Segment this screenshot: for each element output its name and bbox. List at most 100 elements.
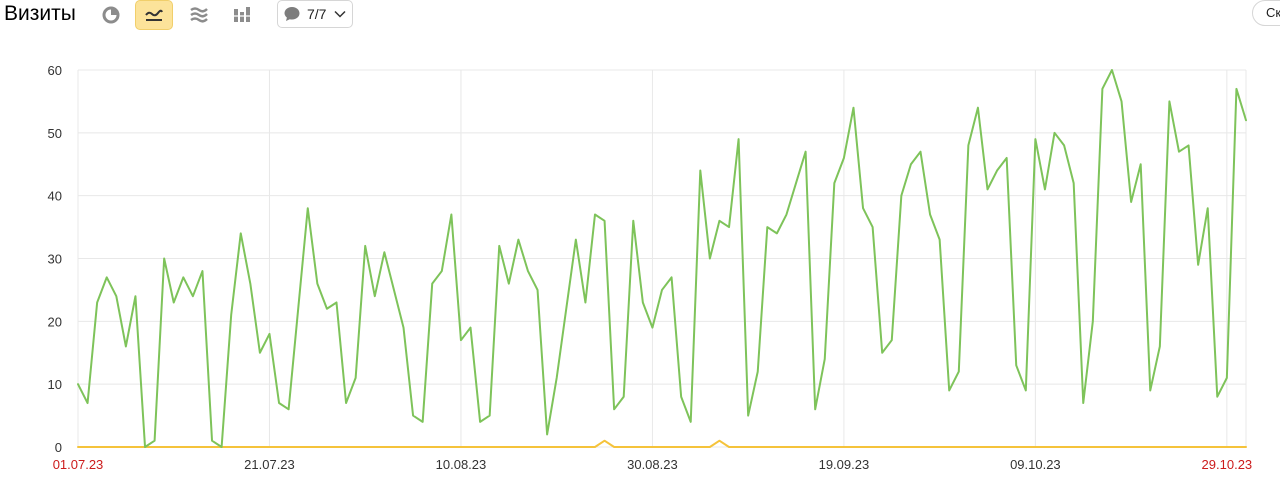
data-point[interactable] [995,168,1000,173]
data-point[interactable] [353,375,358,380]
data-point[interactable] [391,287,396,292]
data-point[interactable] [315,281,320,286]
secondary-series-line[interactable] [77,439,1247,448]
data-point[interactable] [123,344,128,349]
data-point[interactable] [985,187,990,192]
data-point[interactable] [908,162,913,167]
visits-series-line[interactable] [77,69,1247,448]
data-point[interactable] [822,357,827,362]
data-point[interactable] [104,275,109,280]
data-point[interactable] [420,419,425,424]
data-point[interactable] [1196,262,1201,267]
data-point[interactable] [784,212,789,217]
data-point[interactable] [1042,187,1047,192]
data-point[interactable] [430,281,435,286]
data-point[interactable] [573,237,578,242]
data-point[interactable] [1148,388,1153,393]
data-point[interactable] [267,331,272,336]
data-point[interactable] [774,231,779,236]
data-point[interactable] [1090,319,1095,324]
data-point[interactable] [286,407,291,412]
data-point[interactable] [861,206,866,211]
data-point[interactable] [257,350,262,355]
data-point[interactable] [1205,206,1210,211]
comments-button[interactable]: 7/7 [277,0,353,28]
data-point[interactable] [612,407,617,412]
data-point[interactable] [497,243,502,248]
data-point[interactable] [1119,99,1124,104]
data-point[interactable] [621,394,626,399]
data-point[interactable] [1023,388,1028,393]
data-point[interactable] [707,256,712,261]
data-point[interactable] [794,181,799,186]
data-point[interactable] [583,300,588,305]
data-point[interactable] [1244,118,1249,123]
bar-chart-button[interactable] [223,0,261,30]
data-point[interactable] [114,294,119,299]
data-point[interactable] [870,225,875,230]
data-point[interactable] [152,438,157,443]
data-point[interactable] [554,375,559,380]
data-point[interactable] [975,105,980,110]
data-point[interactable] [545,432,550,437]
data-point[interactable] [727,225,732,230]
data-point[interactable] [324,306,329,311]
data-point[interactable] [669,275,674,280]
data-point[interactable] [1052,130,1057,135]
data-point[interactable] [660,287,665,292]
data-point[interactable] [248,281,253,286]
data-point[interactable] [1100,86,1105,91]
data-point[interactable] [813,407,818,412]
data-point[interactable] [640,300,645,305]
data-point[interactable] [564,306,569,311]
data-point[interactable] [755,369,760,374]
data-point[interactable] [650,325,655,330]
right-button[interactable]: Ск [1252,0,1280,26]
data-point[interactable] [592,212,597,217]
data-point[interactable] [143,445,148,450]
data-point[interactable] [1109,68,1114,73]
data-point[interactable] [382,250,387,255]
data-point[interactable] [535,287,540,292]
data-point[interactable] [841,155,846,160]
data-point[interactable] [966,143,971,148]
data-point[interactable] [401,325,406,330]
data-point[interactable] [937,237,942,242]
data-point[interactable] [1157,344,1162,349]
data-point[interactable] [889,338,894,343]
data-point[interactable] [277,401,282,406]
data-point[interactable] [229,313,234,318]
data-point[interactable] [1234,86,1239,91]
data-point[interactable] [1224,375,1229,380]
data-point[interactable] [1062,143,1067,148]
data-point[interactable] [765,225,770,230]
data-point[interactable] [516,237,521,242]
data-point[interactable] [487,413,492,418]
data-point[interactable] [219,445,224,450]
data-point[interactable] [458,338,463,343]
data-point[interactable] [344,401,349,406]
data-point[interactable] [688,419,693,424]
data-point[interactable] [210,438,215,443]
data-point[interactable] [918,149,923,154]
data-point[interactable] [95,300,100,305]
data-point[interactable] [1176,149,1181,154]
data-point[interactable] [1033,137,1038,142]
data-point[interactable] [305,206,310,211]
data-point[interactable] [468,325,473,330]
data-point[interactable] [1186,143,1191,148]
data-point[interactable] [449,212,454,217]
data-point[interactable] [200,269,205,274]
data-point[interactable] [746,413,751,418]
data-point[interactable] [602,218,607,223]
data-point[interactable] [736,137,741,142]
data-point[interactable] [76,382,81,387]
data-point[interactable] [363,243,368,248]
data-point[interactable] [880,350,885,355]
data-point[interactable] [296,306,301,311]
data-point[interactable] [803,149,808,154]
data-point[interactable] [85,401,90,406]
area-chart-button[interactable] [180,0,218,30]
pie-chart-button[interactable] [92,0,130,30]
data-point[interactable] [679,394,684,399]
